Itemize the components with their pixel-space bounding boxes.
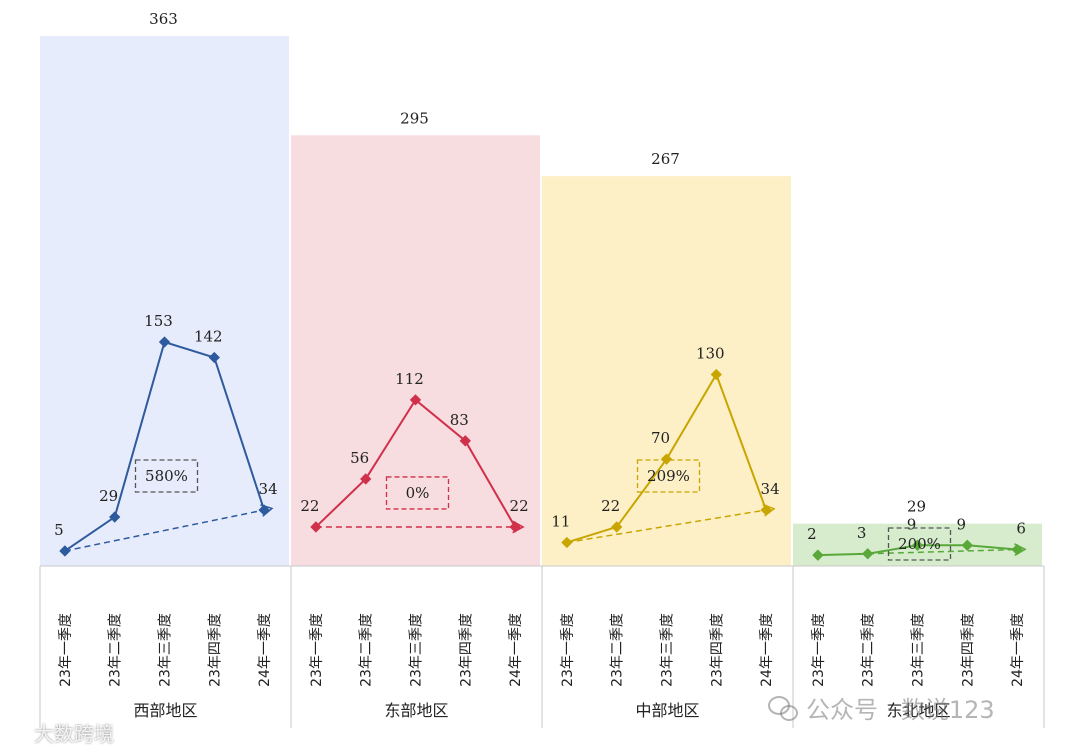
series-point: [961, 539, 973, 551]
growth-box: [385, 476, 450, 510]
region-name-label: 东部地区: [384, 701, 448, 720]
point-value-label: 142: [194, 328, 223, 346]
quarter-tick-label: 23年二季度: [359, 613, 375, 687]
point-value-label: 9: [907, 515, 917, 533]
quarter-tick-label: 23年一季度: [560, 613, 576, 687]
growth-label: 209%: [647, 467, 690, 485]
point-value-label: 153: [144, 312, 173, 330]
watermark-left-text: 大数跨境: [34, 722, 114, 746]
series-point: [911, 539, 924, 551]
wechat-icon: [768, 695, 798, 721]
series-point: [208, 351, 220, 364]
growth-box: [134, 459, 199, 493]
point-value-label: 22: [510, 497, 529, 515]
region-bar: [40, 36, 289, 566]
region-bar: [291, 135, 540, 566]
series-point: [258, 504, 270, 516]
point-value-label: 56: [350, 449, 369, 467]
region-total-label: 267: [651, 150, 680, 168]
quarter-tick-label: 23年三季度: [409, 613, 425, 687]
quarter-tick-label: 23年四季度: [458, 613, 474, 687]
series-point: [158, 336, 171, 348]
series-point: [611, 521, 623, 533]
point-value-label: 6: [1016, 520, 1026, 538]
region-name-label: 中部地区: [635, 701, 699, 720]
point-value-label: 34: [761, 480, 780, 498]
quarter-tick-label: 23年二季度: [861, 613, 877, 687]
point-value-label: 83: [450, 411, 469, 429]
quarter-tick-label: 24年一季度: [257, 613, 273, 687]
point-value-label: 70: [651, 429, 670, 447]
point-value-label: 22: [601, 497, 620, 515]
region-bar: [542, 176, 791, 566]
series-point: [812, 549, 824, 561]
quarter-tick-label: 23年三季度: [158, 613, 174, 687]
point-value-label: 130: [696, 344, 725, 362]
region-name-label: 东北地区: [886, 701, 950, 720]
data-labels: 36352915314234580%295225611283220%267112…: [54, 10, 1026, 561]
quarter-tick-label: 23年一季度: [309, 613, 325, 687]
quarter-tick-label: 23年四季度: [960, 613, 976, 687]
trend-dashed-line: [64, 509, 265, 552]
series-point: [760, 504, 772, 516]
growth-label: 200%: [898, 535, 941, 553]
point-value-label: 11: [551, 512, 570, 530]
logo-icon: [4, 722, 30, 744]
point-value-label: 34: [259, 480, 278, 498]
trend-dashed-line: [566, 509, 767, 544]
watermark-right-text: 公众号 · 数说123: [806, 696, 995, 724]
point-value-label: 29: [99, 487, 118, 505]
series-point: [409, 394, 422, 406]
quarter-tick-label: 23年二季度: [108, 613, 124, 687]
region-total-label: 29: [907, 498, 926, 516]
watermark-right: 公众号 · 数说123: [768, 690, 995, 725]
series-point: [360, 473, 372, 485]
series-point: [561, 536, 573, 549]
series-point: [459, 435, 471, 447]
quarter-tick-label: 23年三季度: [911, 613, 927, 687]
point-value-label: 9: [957, 515, 967, 533]
quarter-tick-label: 23年四季度: [207, 613, 223, 687]
quarter-tick-label: 23年一季度: [811, 613, 827, 687]
region-total-label: 295: [400, 109, 429, 127]
point-value-label: 112: [395, 370, 424, 388]
quarter-tick-label: 24年一季度: [759, 613, 775, 687]
quarter-tick-label: 23年三季度: [660, 613, 676, 687]
series-point: [710, 368, 722, 381]
region-total-label: 363: [149, 10, 178, 28]
growth-box: [636, 459, 701, 493]
point-value-label: 2: [807, 525, 817, 543]
region-bars: [40, 36, 1042, 566]
quarter-tick-label: 24年一季度: [1010, 613, 1026, 687]
point-value-label: 22: [300, 497, 319, 515]
region-name-label: 西部地区: [133, 701, 197, 720]
series-point: [310, 521, 322, 533]
quarter-tick-label: 23年二季度: [610, 613, 626, 687]
point-value-label: 3: [857, 524, 867, 542]
series-point: [660, 453, 673, 465]
series-point: [1011, 543, 1023, 556]
quarter-tick-label: 23年一季度: [58, 613, 74, 687]
series-point: [862, 548, 874, 560]
growth-label: 0%: [406, 484, 430, 502]
growth-box: [887, 527, 952, 561]
point-value-label: 5: [54, 521, 64, 539]
quarter-tick-label: 23年四季度: [709, 613, 725, 687]
watermark-left: 大数跨境: [4, 718, 114, 747]
quarter-tick-label: 24年一季度: [508, 613, 524, 687]
growth-label: 580%: [145, 467, 188, 485]
trend-lines: [59, 336, 1027, 561]
